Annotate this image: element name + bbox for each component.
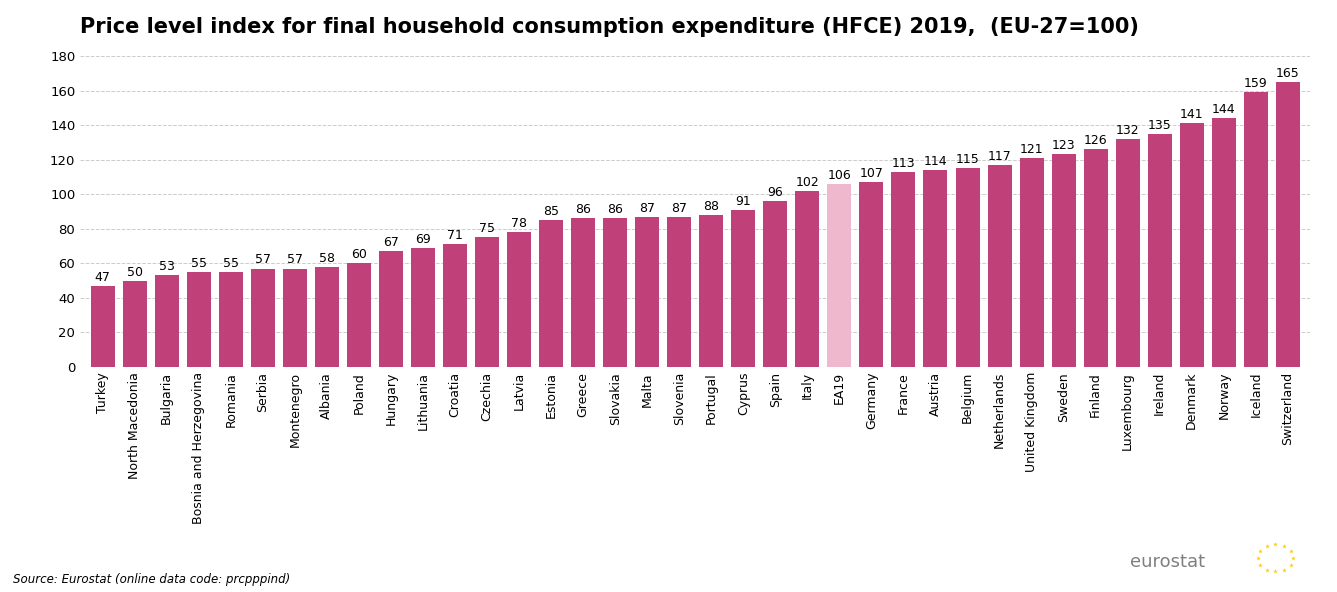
Text: 55: 55 <box>191 257 207 270</box>
Text: Price level index for final household consumption expenditure (HFCE) 2019,  (EU-: Price level index for final household co… <box>80 18 1139 37</box>
Text: 67: 67 <box>382 236 398 249</box>
Text: 114: 114 <box>924 155 948 168</box>
Text: 57: 57 <box>255 253 271 266</box>
Text: 107: 107 <box>860 167 884 180</box>
Bar <box>763 201 787 367</box>
Text: 75: 75 <box>479 223 495 236</box>
Text: 60: 60 <box>352 248 366 261</box>
Text: 78: 78 <box>511 217 527 230</box>
Text: 102: 102 <box>796 176 820 189</box>
Bar <box>1052 155 1076 367</box>
Bar <box>1275 82 1300 367</box>
Bar <box>796 191 820 367</box>
Text: 117: 117 <box>988 150 1011 163</box>
Text: 141: 141 <box>1181 108 1203 121</box>
Bar <box>91 286 115 367</box>
Text: 87: 87 <box>671 202 687 215</box>
Text: 53: 53 <box>159 260 175 274</box>
Bar <box>924 170 948 367</box>
Text: 106: 106 <box>828 169 852 182</box>
Bar <box>571 218 595 367</box>
Text: 86: 86 <box>607 204 623 216</box>
Bar <box>860 182 884 367</box>
Text: 121: 121 <box>1020 143 1043 156</box>
Bar <box>1147 134 1171 367</box>
Text: 88: 88 <box>703 200 719 213</box>
Text: 57: 57 <box>287 253 303 266</box>
Text: 135: 135 <box>1148 118 1171 131</box>
Text: 85: 85 <box>543 205 559 218</box>
Text: 132: 132 <box>1116 124 1139 137</box>
Bar <box>1020 158 1044 367</box>
Text: 126: 126 <box>1084 134 1107 147</box>
Bar <box>539 220 563 367</box>
Text: 113: 113 <box>892 157 916 170</box>
Text: 115: 115 <box>956 153 980 166</box>
Bar <box>988 165 1012 367</box>
Bar <box>507 232 531 367</box>
Text: 144: 144 <box>1211 103 1235 116</box>
Bar <box>378 251 402 367</box>
Bar <box>251 269 275 367</box>
Text: 86: 86 <box>575 204 591 216</box>
Text: 91: 91 <box>735 195 751 208</box>
Text: 71: 71 <box>447 229 463 242</box>
Text: 50: 50 <box>127 266 143 279</box>
Bar <box>1179 123 1203 367</box>
Bar <box>443 244 467 367</box>
Bar <box>1115 139 1139 367</box>
Text: 47: 47 <box>95 271 111 284</box>
Text: 123: 123 <box>1052 140 1075 152</box>
Text: 58: 58 <box>318 252 334 265</box>
Text: eurostat: eurostat <box>1130 554 1205 571</box>
Bar <box>956 168 980 367</box>
Bar <box>123 281 147 367</box>
Bar <box>603 218 627 367</box>
Bar <box>314 267 338 367</box>
Bar <box>1083 149 1107 367</box>
Text: 96: 96 <box>767 186 783 199</box>
Text: Source: Eurostat (online data code: prcpppind): Source: Eurostat (online data code: prcp… <box>13 573 290 586</box>
Bar <box>667 217 691 367</box>
Text: 55: 55 <box>223 257 239 270</box>
Text: 159: 159 <box>1243 77 1267 90</box>
Bar <box>155 275 179 367</box>
Bar <box>187 272 211 367</box>
Bar <box>1243 92 1267 367</box>
Bar <box>475 237 499 367</box>
Bar <box>283 269 308 367</box>
Bar <box>892 172 916 367</box>
Bar <box>346 263 370 367</box>
Bar <box>1211 118 1235 367</box>
Text: 69: 69 <box>414 233 431 246</box>
Bar <box>828 184 852 367</box>
Text: 87: 87 <box>639 202 655 215</box>
Bar <box>635 217 659 367</box>
Bar <box>219 272 243 367</box>
Bar <box>731 210 755 367</box>
Bar <box>699 215 723 367</box>
Bar <box>410 248 435 367</box>
Text: 165: 165 <box>1275 67 1300 80</box>
